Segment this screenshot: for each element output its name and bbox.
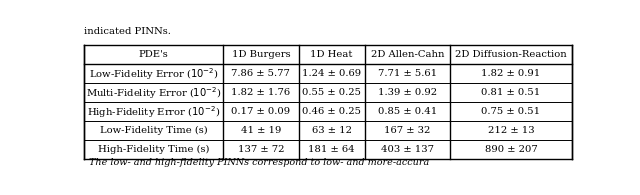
Text: Low-Fidelity Time (s): Low-Fidelity Time (s) [100,126,207,135]
Text: 0.17 ± 0.09: 0.17 ± 0.09 [231,107,291,116]
Text: 1.39 ± 0.92: 1.39 ± 0.92 [378,88,437,97]
Text: Low-Fidelity Error ($10^{-2}$): Low-Fidelity Error ($10^{-2}$) [89,66,218,82]
Text: 1D Heat: 1D Heat [310,50,353,59]
Text: 0.46 ± 0.25: 0.46 ± 0.25 [302,107,361,116]
Text: 1.82 ± 0.91: 1.82 ± 0.91 [481,69,541,78]
Text: 0.81 ± 0.51: 0.81 ± 0.51 [481,88,541,97]
Text: 2D Allen-Cahn: 2D Allen-Cahn [371,50,444,59]
Text: 212 ± 13: 212 ± 13 [488,126,534,135]
Text: indicated PINNs.: indicated PINNs. [84,27,171,36]
Text: 1.24 ± 0.69: 1.24 ± 0.69 [302,69,361,78]
Text: 63 ± 12: 63 ± 12 [312,126,351,135]
Text: 0.55 ± 0.25: 0.55 ± 0.25 [302,88,361,97]
Text: 890 ± 207: 890 ± 207 [484,145,538,154]
Text: Multi-Fidelity Error ($10^{-2}$): Multi-Fidelity Error ($10^{-2}$) [86,85,221,101]
Text: 2D Diffusion-Reaction: 2D Diffusion-Reaction [455,50,567,59]
Text: 137 ± 72: 137 ± 72 [237,145,284,154]
Text: 7.71 ± 5.61: 7.71 ± 5.61 [378,69,437,78]
Text: 1D Burgers: 1D Burgers [232,50,290,59]
Text: High-Fidelity Time (s): High-Fidelity Time (s) [98,145,209,154]
Text: PDE's: PDE's [139,50,168,59]
Text: 41 ± 19: 41 ± 19 [241,126,281,135]
Text: 0.85 ± 0.41: 0.85 ± 0.41 [378,107,437,116]
Text: 403 ± 137: 403 ± 137 [381,145,434,154]
Text: The low- and high-fidelity PINNs correspond to low- and more-accura: The low- and high-fidelity PINNs corresp… [89,158,429,167]
Text: 0.75 ± 0.51: 0.75 ± 0.51 [481,107,541,116]
Text: 181 ± 64: 181 ± 64 [308,145,355,154]
Text: High-Fidelity Error ($10^{-2}$): High-Fidelity Error ($10^{-2}$) [87,104,220,120]
Text: 167 ± 32: 167 ± 32 [384,126,431,135]
Text: 7.86 ± 5.77: 7.86 ± 5.77 [232,69,291,78]
Text: 1.82 ± 1.76: 1.82 ± 1.76 [231,88,291,97]
